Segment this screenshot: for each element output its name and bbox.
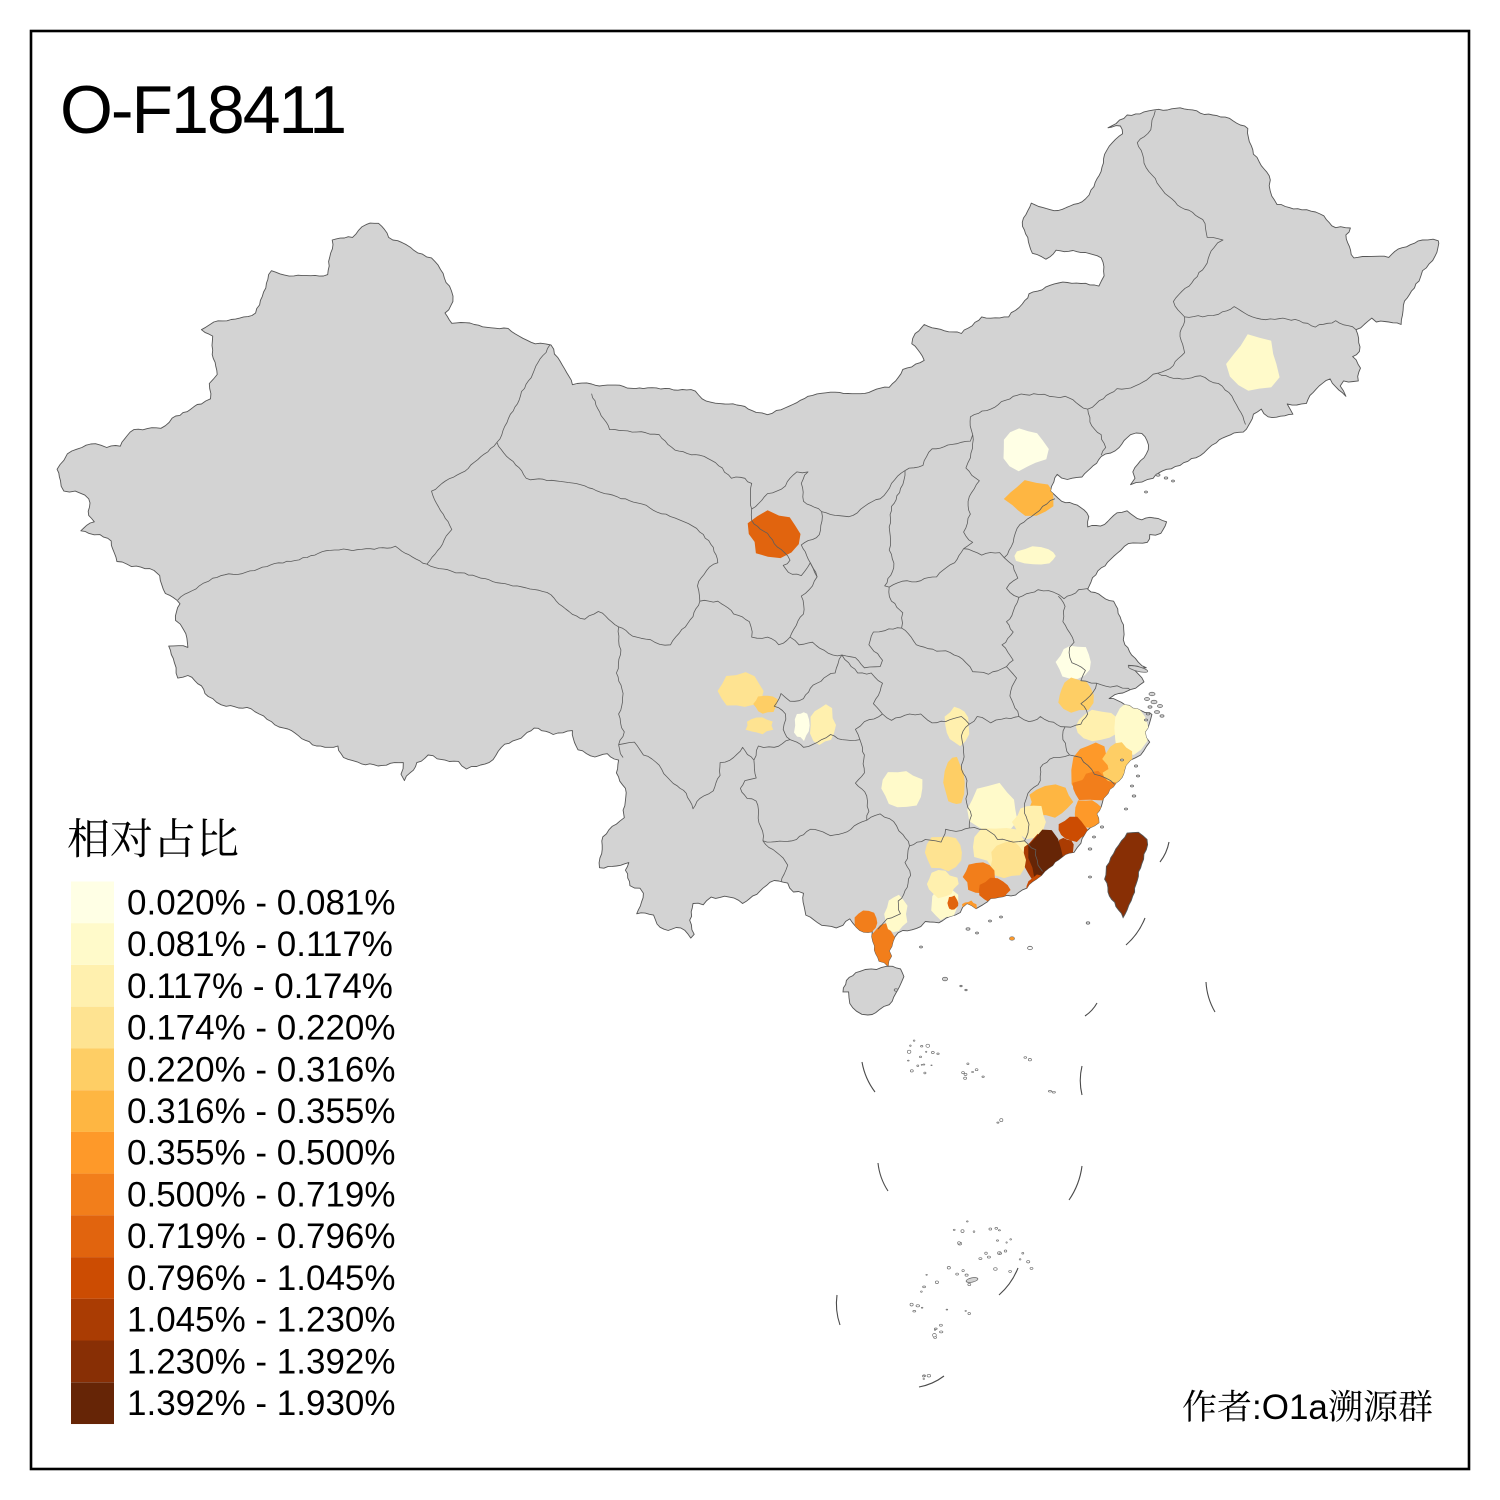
- svg-text:0.355% - 0.500%: 0.355% - 0.500%: [127, 1134, 396, 1173]
- svg-text:0.796% - 1.045%: 0.796% - 1.045%: [127, 1259, 396, 1298]
- svg-text:0.220% - 0.316%: 0.220% - 0.316%: [127, 1050, 396, 1089]
- svg-text:0.316% - 0.355%: 0.316% - 0.355%: [127, 1092, 396, 1131]
- svg-text:O-F18411: O-F18411: [60, 72, 345, 148]
- svg-text:1.392% - 1.930%: 1.392% - 1.930%: [127, 1384, 396, 1423]
- svg-text:0.117% - 0.174%: 0.117% - 0.174%: [127, 967, 393, 1006]
- svg-text:1.045% - 1.230%: 1.045% - 1.230%: [127, 1301, 396, 1340]
- svg-text:1.230% - 1.392%: 1.230% - 1.392%: [127, 1342, 396, 1381]
- svg-text:0.020% - 0.081%: 0.020% - 0.081%: [127, 883, 396, 922]
- svg-text:0.500% - 0.719%: 0.500% - 0.719%: [127, 1176, 396, 1215]
- svg-text:0.719% - 0.796%: 0.719% - 0.796%: [127, 1217, 396, 1256]
- svg-text:0.174% - 0.220%: 0.174% - 0.220%: [127, 1009, 396, 1048]
- svg-text::O1a: :O1a: [1252, 1388, 1328, 1427]
- svg-text:0.081% - 0.117%: 0.081% - 0.117%: [127, 925, 393, 964]
